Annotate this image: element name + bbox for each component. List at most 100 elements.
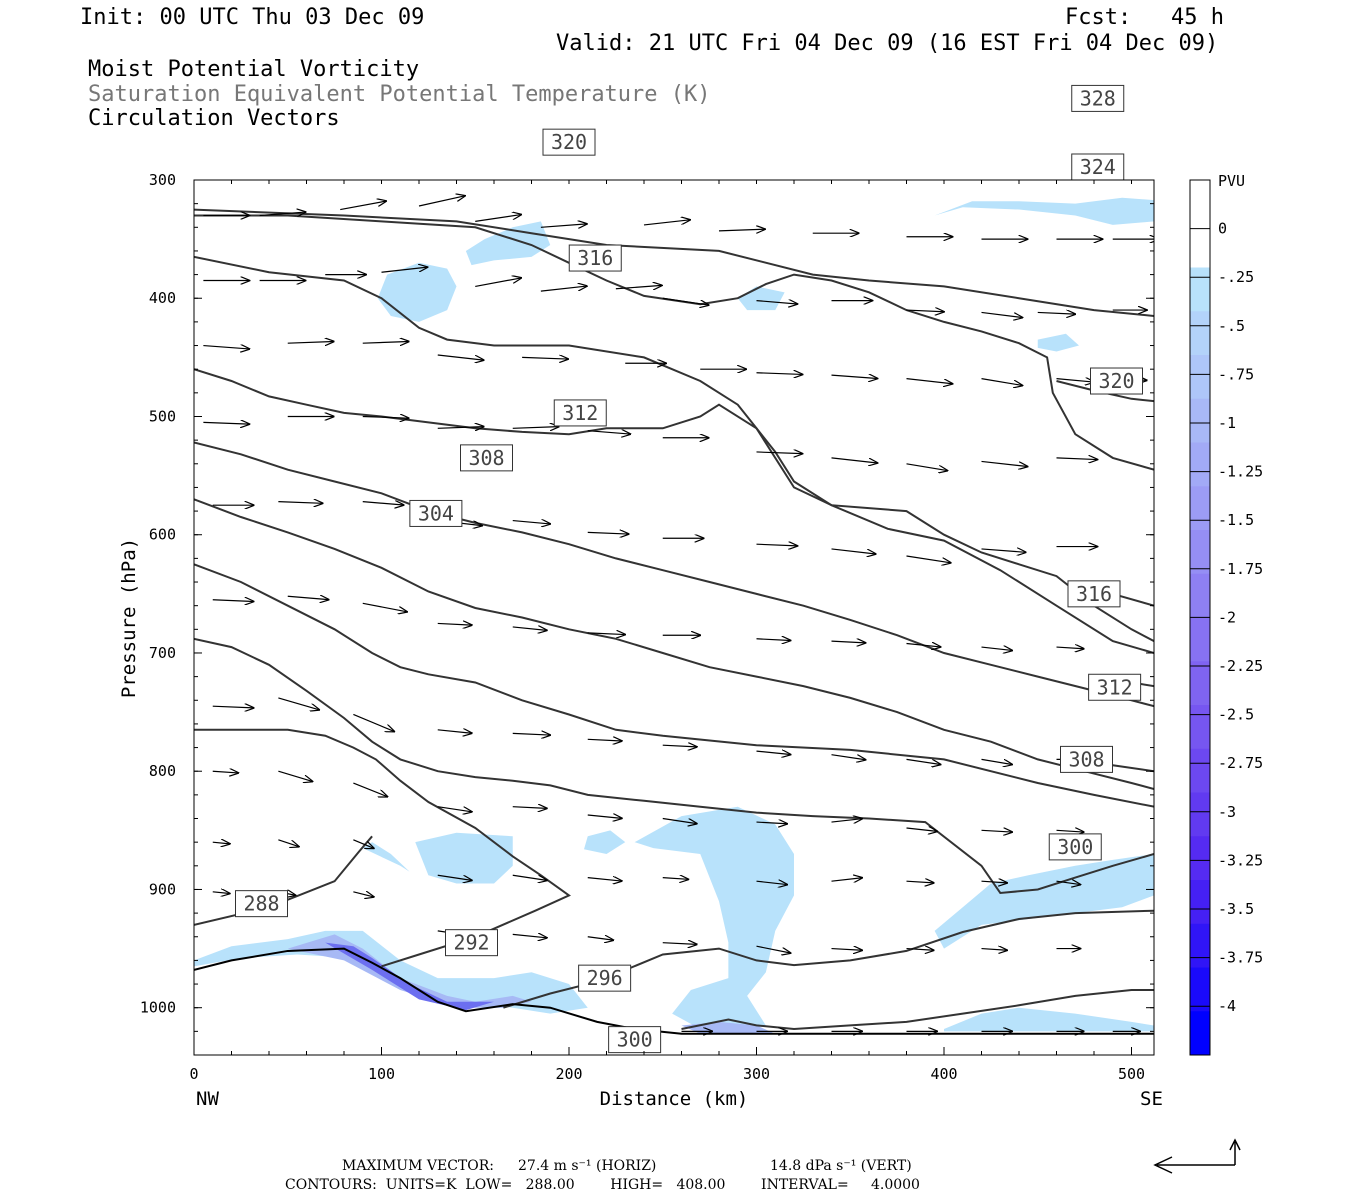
colorbar-swatch bbox=[1190, 923, 1210, 968]
circulation-vector bbox=[756, 881, 788, 884]
circulation-vector bbox=[278, 697, 319, 710]
circulation-vector bbox=[981, 311, 1023, 317]
circulation-vector bbox=[512, 874, 547, 880]
forecast-hour: Fcst: 45 h bbox=[1065, 5, 1224, 30]
pv-region-3 bbox=[934, 197, 1154, 225]
circulation-vector bbox=[981, 949, 1008, 951]
circulation-vector bbox=[381, 267, 428, 273]
circulation-vector bbox=[1056, 458, 1098, 460]
colorbar-swatch bbox=[1190, 661, 1210, 706]
footer-vert-max: 14.8 dPa s⁻¹ (VERT) bbox=[770, 1158, 912, 1174]
contour-label: 300 bbox=[1057, 835, 1093, 859]
circulation-vector bbox=[437, 806, 472, 812]
circulation-vector bbox=[1056, 830, 1084, 832]
circulation-vector bbox=[906, 644, 941, 647]
contour-label-box bbox=[608, 1026, 662, 1054]
colorbar-label: -1.75 bbox=[1218, 560, 1263, 578]
colorbar-swatch bbox=[1190, 967, 1210, 1012]
circulation-vector bbox=[437, 623, 472, 625]
contour-300-4 bbox=[681, 989, 1154, 1031]
contour-label: 316 bbox=[577, 246, 613, 270]
circulation-vector bbox=[643, 220, 690, 226]
circulation-vector bbox=[512, 934, 547, 937]
plot-frame bbox=[193, 179, 1155, 1056]
colorbar-label: -2 bbox=[1218, 608, 1236, 626]
y-tick-label: 600 bbox=[149, 526, 176, 544]
contour-316-8 bbox=[194, 368, 1154, 642]
y-axis-label: Pressure (hPa) bbox=[118, 538, 140, 698]
pv-region-7 bbox=[584, 830, 626, 854]
colorbar-swatch bbox=[1190, 398, 1210, 443]
x-tick-label: 300 bbox=[743, 1065, 770, 1083]
circulation-vector bbox=[831, 375, 878, 378]
footer-vector-label: MAXIMUM VECTOR: bbox=[342, 1158, 494, 1174]
circulation-vector bbox=[1037, 312, 1075, 314]
circulation-vector bbox=[353, 892, 373, 897]
pv-region-2 bbox=[737, 286, 785, 311]
circulation-vector bbox=[475, 215, 521, 222]
circulation-vector bbox=[353, 839, 373, 849]
contour-label-box bbox=[578, 964, 632, 992]
circulation-vector bbox=[662, 817, 697, 824]
circulation-vector bbox=[906, 949, 934, 951]
circulation-vector bbox=[587, 532, 629, 534]
colorbar: 0 -.25 -.5 -.75 -1 -1.25 -1.5 -1.75 -2 -2.25 -2.5 -… bbox=[1189, 179, 1263, 1056]
colorbar-swatch bbox=[1190, 880, 1210, 925]
contour-320-9 bbox=[194, 255, 1154, 654]
circulation-vector bbox=[418, 196, 465, 207]
circulation-vector bbox=[718, 229, 765, 231]
circulation-vector bbox=[981, 758, 1013, 764]
colorbar-swatch bbox=[1190, 748, 1210, 793]
circulation-vector bbox=[906, 378, 953, 384]
pv-shading-layer bbox=[194, 197, 1154, 1034]
circulation-vector bbox=[831, 949, 863, 951]
circulation-vector bbox=[981, 881, 1008, 883]
circulation-vector bbox=[756, 945, 791, 953]
circulation-vector bbox=[981, 460, 1028, 466]
colorbar-unit: PVU bbox=[1218, 172, 1245, 190]
y-tick-label: 500 bbox=[149, 407, 176, 425]
circulation-vector bbox=[756, 544, 798, 546]
contour-292-1 bbox=[194, 728, 571, 968]
contour-label-box bbox=[542, 128, 596, 156]
contour-label: 320 bbox=[551, 130, 587, 154]
contour-label: 312 bbox=[1097, 675, 1133, 699]
init-time: Init: 00 UTC Thu 03 Dec 09 bbox=[80, 5, 425, 30]
field-title-vectors: Circulation Vectors bbox=[88, 106, 340, 131]
contour-label: 288 bbox=[243, 892, 279, 916]
colorbar-swatch bbox=[1190, 355, 1210, 400]
colorbar-label: -3 bbox=[1218, 803, 1236, 821]
circulation-vector bbox=[212, 842, 230, 844]
circulation-vector bbox=[1056, 379, 1094, 382]
circulation-vector bbox=[831, 754, 866, 760]
circulation-vector bbox=[906, 555, 951, 563]
circulation-vector bbox=[831, 457, 878, 463]
circulation-vector bbox=[203, 422, 249, 424]
circulation-vector bbox=[362, 602, 407, 612]
circulation-vector bbox=[756, 373, 803, 375]
circulation-vector bbox=[437, 874, 472, 880]
contour-label-box bbox=[553, 399, 607, 427]
circulation-vector bbox=[587, 633, 625, 635]
contour-labels: 288 292 296 300 300 304 308 312 316 320 324 328 320 3… bbox=[235, 84, 1143, 1054]
contour-label-box bbox=[1048, 833, 1102, 861]
y-tick-label: 400 bbox=[149, 289, 176, 307]
x-tick-label: 400 bbox=[930, 1065, 957, 1083]
contour-label: 324 bbox=[1080, 155, 1116, 179]
circulation-vector bbox=[906, 828, 938, 831]
colorbar-label: -2.5 bbox=[1218, 706, 1254, 724]
circulation-vector bbox=[512, 521, 550, 524]
circulation-vector bbox=[587, 878, 622, 881]
circulation-vector bbox=[437, 354, 484, 360]
circulation-vector bbox=[756, 822, 788, 824]
contour-label-box bbox=[1067, 580, 1121, 608]
circulation-vector bbox=[587, 937, 614, 940]
circulation-vector bbox=[259, 212, 306, 215]
circulation-vector bbox=[512, 427, 559, 429]
circulation-vector bbox=[1056, 647, 1084, 649]
contour-label: 308 bbox=[468, 446, 504, 470]
colorbar-label: -.75 bbox=[1218, 365, 1254, 383]
contour-label-box bbox=[409, 499, 463, 527]
contour-label: 304 bbox=[418, 501, 454, 525]
contour-312-7 bbox=[194, 441, 1154, 708]
